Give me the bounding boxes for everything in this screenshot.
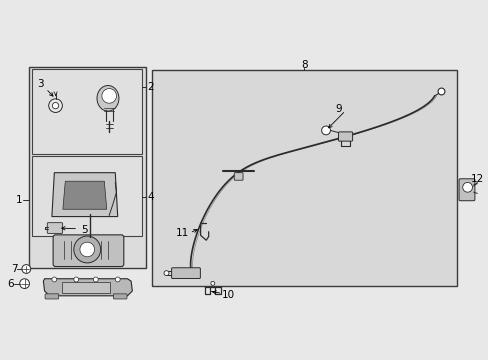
Polygon shape [63, 181, 106, 209]
FancyBboxPatch shape [234, 173, 243, 180]
Polygon shape [61, 282, 110, 293]
Polygon shape [52, 173, 118, 217]
FancyBboxPatch shape [338, 132, 352, 141]
Text: 6: 6 [7, 279, 14, 289]
Text: 3: 3 [37, 79, 43, 89]
Polygon shape [32, 156, 142, 236]
Text: 7: 7 [11, 264, 18, 274]
Circle shape [74, 236, 101, 263]
Polygon shape [43, 279, 132, 296]
Circle shape [52, 103, 59, 109]
Circle shape [22, 265, 31, 273]
FancyBboxPatch shape [171, 268, 200, 279]
Circle shape [163, 271, 168, 275]
Polygon shape [29, 67, 145, 268]
Text: 2: 2 [147, 82, 154, 93]
Polygon shape [32, 69, 142, 154]
Text: 8: 8 [300, 60, 307, 70]
Text: 1: 1 [16, 194, 22, 204]
FancyBboxPatch shape [45, 294, 59, 299]
Polygon shape [152, 70, 456, 286]
Circle shape [52, 277, 57, 282]
Circle shape [115, 277, 120, 282]
Circle shape [93, 277, 98, 282]
Circle shape [102, 89, 116, 103]
FancyBboxPatch shape [53, 235, 123, 266]
Circle shape [80, 242, 94, 257]
Text: 5: 5 [81, 225, 88, 235]
Text: 11: 11 [175, 228, 188, 238]
Ellipse shape [97, 86, 119, 111]
Text: 4: 4 [147, 192, 154, 202]
Circle shape [437, 88, 444, 95]
Circle shape [210, 282, 214, 285]
Circle shape [20, 279, 29, 288]
FancyBboxPatch shape [47, 223, 62, 233]
Circle shape [49, 99, 62, 112]
FancyBboxPatch shape [458, 179, 474, 201]
Text: 9: 9 [334, 104, 341, 114]
Circle shape [321, 126, 330, 135]
Circle shape [74, 277, 79, 282]
Circle shape [462, 183, 471, 192]
Text: 12: 12 [470, 174, 483, 184]
FancyBboxPatch shape [113, 294, 127, 299]
Text: 10: 10 [222, 289, 235, 300]
